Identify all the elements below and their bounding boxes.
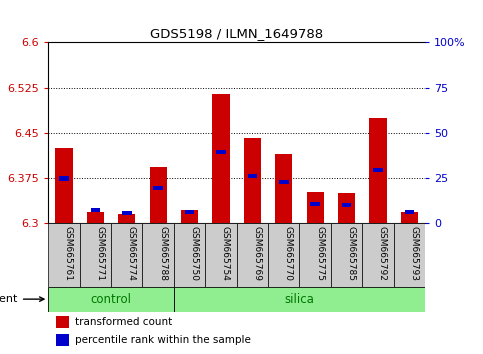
Text: GSM665769: GSM665769 [253,226,261,281]
Bar [111,223,142,287]
Text: GSM665770: GSM665770 [284,226,293,281]
Bar [307,192,324,223]
Bar [118,214,135,223]
Bar [405,210,414,214]
Bar [174,287,425,312]
Bar [181,210,198,223]
Bar [213,94,229,223]
Text: transformed count: transformed count [75,317,172,327]
Bar [205,223,237,287]
Text: GSM665788: GSM665788 [158,226,167,281]
Text: GSM665785: GSM665785 [347,226,355,281]
Bar [56,316,69,328]
Bar [91,208,100,212]
Bar [275,154,292,223]
Bar [373,168,383,172]
Bar [142,223,174,287]
Bar [59,176,69,181]
Text: GSM665761: GSM665761 [64,226,73,281]
Bar [248,174,257,178]
Bar [150,167,167,223]
Text: agent: agent [0,294,44,304]
Bar [394,223,425,287]
Bar [268,223,299,287]
Text: silica: silica [284,293,314,306]
Text: GSM665775: GSM665775 [315,226,324,281]
Bar [122,211,131,215]
Bar [279,180,288,184]
Text: GSM665793: GSM665793 [410,226,418,281]
Bar [342,203,351,207]
Text: GSM665792: GSM665792 [378,226,387,281]
Bar [48,223,80,287]
Bar [48,287,174,312]
Bar [56,148,72,223]
Bar [299,223,331,287]
Bar [237,223,268,287]
Bar [244,138,261,223]
Bar [369,118,386,223]
Bar [401,212,418,223]
Bar [56,335,69,346]
Bar [174,223,205,287]
Bar [331,223,362,287]
Bar [154,186,163,190]
Bar [216,150,226,154]
Text: percentile rank within the sample: percentile rank within the sample [75,335,251,346]
Bar [87,212,104,223]
Bar [80,223,111,287]
Bar [185,210,194,214]
Title: GDS5198 / ILMN_1649788: GDS5198 / ILMN_1649788 [150,27,323,40]
Text: GSM665750: GSM665750 [189,226,199,281]
Text: GSM665774: GSM665774 [127,226,136,281]
Text: GSM665754: GSM665754 [221,226,230,281]
Bar [338,193,355,223]
Text: control: control [91,293,131,306]
Bar [362,223,394,287]
Bar [311,202,320,206]
Text: GSM665771: GSM665771 [96,226,104,281]
